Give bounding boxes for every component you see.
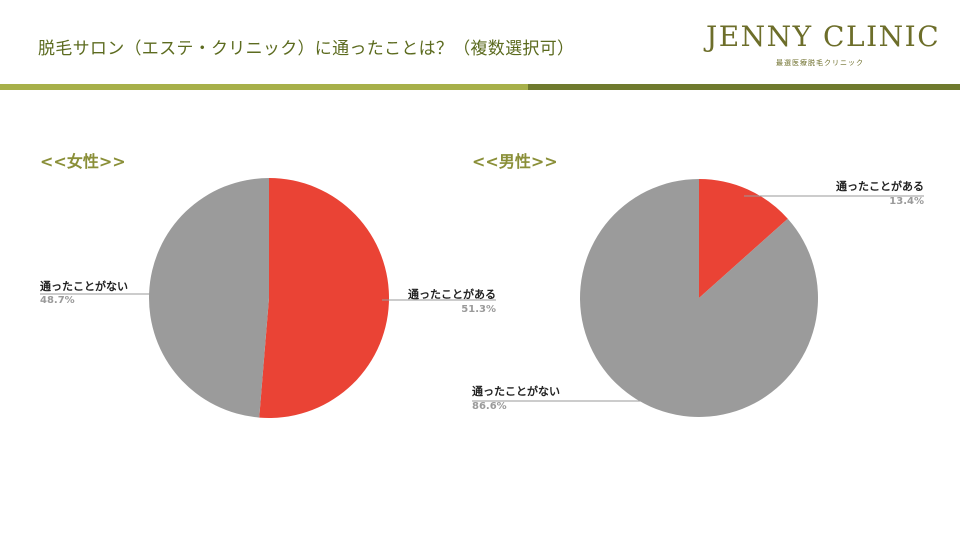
slice-percent: 48.7%: [40, 295, 75, 306]
pie-slice-yes: [699, 179, 788, 298]
pie-slice-no: [148, 178, 269, 418]
slice-percent: 13.4%: [889, 196, 924, 207]
pie-slice-yes: [259, 178, 389, 418]
female-pie-chart: 通ったことがある 51.3% 通ったことがない 48.7%: [40, 178, 496, 418]
male-pie-chart: 通ったことがある 13.4% 通ったことがない 86.6%: [472, 179, 924, 417]
male-chart-title: <<男性>>: [472, 152, 558, 171]
logo-text: JENNY CLINIC: [706, 20, 941, 53]
slice-label: 通ったことがある: [836, 179, 924, 193]
slice-label: 通ったことがない: [40, 279, 128, 293]
brand-logo: JENNY CLINIC 最選医療脱毛クリニック: [706, 20, 942, 74]
female-chart-title: <<女性>>: [40, 152, 126, 171]
slice-label: 通ったことがない: [472, 384, 560, 398]
logo-tagline: 最選医療脱毛クリニック: [776, 59, 864, 67]
slice-percent: 51.3%: [461, 304, 496, 315]
header-band-light: [0, 84, 528, 90]
header-band-dark: [528, 84, 960, 90]
pie-slice-no: [580, 179, 818, 417]
slice-percent: 86.6%: [472, 401, 507, 412]
page-title: 脱毛サロン（エステ・クリニック）に通ったことは？（複数選択可）: [38, 39, 575, 59]
slice-label: 通ったことがある: [408, 287, 496, 301]
